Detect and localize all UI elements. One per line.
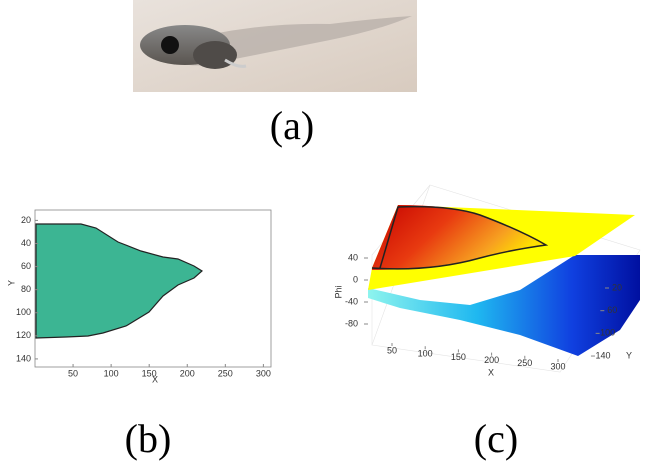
photo — [133, 0, 417, 92]
page: {"panels":{ "a":{"label":"(a)"}, "b":{"l… — [0, 0, 655, 468]
y-tick-label: 100 — [16, 307, 31, 317]
y-tick-label: 80 — [21, 284, 31, 294]
z-tick-label: -40 — [345, 296, 358, 306]
panel-label: (b) — [125, 416, 172, 461]
x-tick-label: 250 — [517, 358, 532, 368]
y-tick-label: 40 — [21, 238, 31, 248]
y-axis-label: Y — [6, 280, 16, 286]
y-axis-label: Y — [626, 350, 632, 360]
x-tick-label: 100 — [418, 349, 433, 359]
x-tick-label: 300 — [256, 368, 271, 378]
y-tick-label: 120 — [16, 330, 31, 340]
z-tick-label: -80 — [345, 318, 358, 328]
y-tick-label: 20 — [612, 282, 622, 292]
x-tick-label: 200 — [180, 368, 195, 378]
x-tick-label: 50 — [387, 345, 397, 355]
x-axis-label: X — [488, 367, 494, 377]
x-tick-label: 150 — [451, 352, 466, 362]
z-tick-label: 0 — [353, 274, 358, 284]
z-tick-label: 40 — [348, 252, 358, 262]
x-tick-label: 150 — [142, 368, 157, 378]
x-tick-label: 100 — [104, 368, 119, 378]
panel-label: (a) — [270, 103, 314, 148]
y-tick-label: 140 — [595, 350, 610, 360]
y-tick-label: 20 — [21, 215, 31, 225]
panel-label: (c) — [474, 416, 518, 461]
y-tick-label: 60 — [607, 305, 617, 315]
figure: (a) X Y (b) Phi X Y (c) 5010015020025030… — [0, 0, 655, 468]
y-tick-label: 60 — [21, 261, 31, 271]
y-tick-label: 100 — [600, 328, 615, 338]
x-tick-label: 250 — [218, 368, 233, 378]
y-tick-label: 140 — [16, 353, 31, 363]
z-axis-label: Phi — [333, 285, 343, 298]
x-tick-label: 50 — [68, 368, 78, 378]
x-tick-label: 300 — [550, 361, 565, 371]
surface — [368, 185, 640, 372]
x-tick-label: 200 — [484, 355, 499, 365]
